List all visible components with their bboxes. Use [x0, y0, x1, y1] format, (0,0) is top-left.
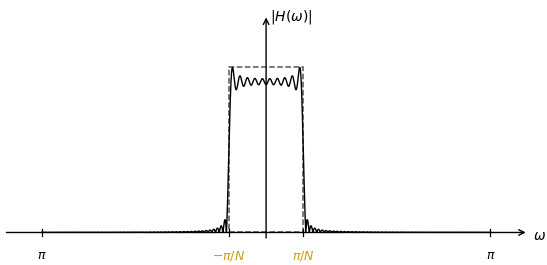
Text: $|H(\omega)|$: $|H(\omega)|$ — [270, 8, 312, 26]
Text: $\pi$: $\pi$ — [486, 249, 495, 262]
Text: $\omega$: $\omega$ — [533, 229, 546, 243]
Text: $\pi$: $\pi$ — [37, 249, 46, 262]
Text: $\pi/N$: $\pi/N$ — [292, 249, 315, 263]
Bar — [229, 67, 304, 232]
Text: $-\pi/N$: $-\pi/N$ — [212, 249, 245, 263]
